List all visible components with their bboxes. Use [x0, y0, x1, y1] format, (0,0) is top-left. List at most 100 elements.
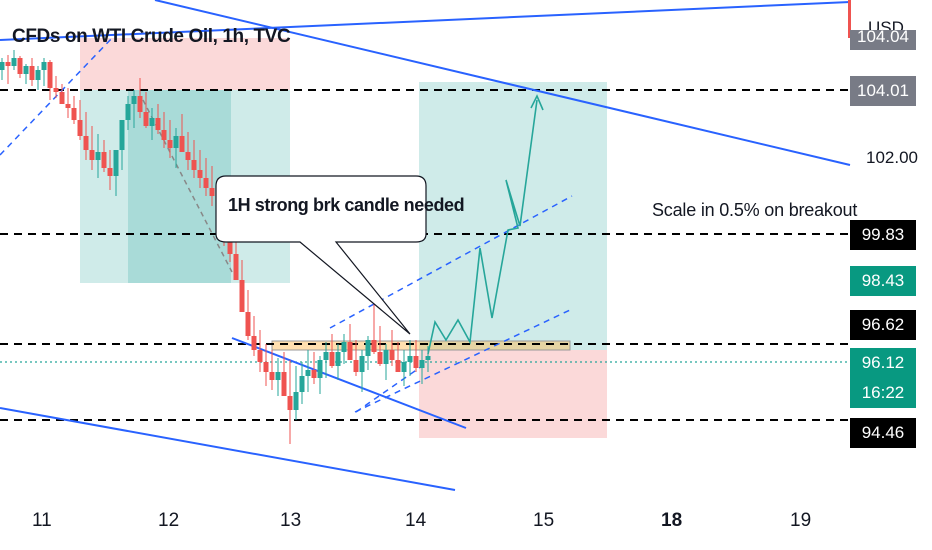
channel-dashed-upper: [329, 195, 573, 329]
breakout-note: Scale in 0.5% on breakout: [652, 200, 858, 220]
projection-path: [427, 99, 538, 355]
candle-body: [29, 66, 35, 80]
candle-body: [227, 236, 233, 254]
candle-body: [353, 360, 359, 372]
candle-body: [287, 396, 293, 410]
candle-body: [125, 104, 131, 120]
date-label-19: 19: [790, 510, 812, 531]
chart-title: CFDs on WTI Crude Oil, 1h, TVC: [12, 26, 291, 47]
candle-body: [161, 130, 167, 140]
price-tag-partial: 104.04: [850, 30, 916, 50]
price-tag-104: 104.01: [850, 76, 916, 106]
candle-body: [323, 352, 329, 360]
price-tag-9662: 96.62: [850, 310, 916, 340]
trendline-upper: [0, 1, 851, 41]
candle-body: [293, 392, 299, 410]
candle-body: [371, 340, 377, 352]
candle-body: [197, 170, 203, 178]
date-label-13: 13: [280, 510, 302, 531]
channel-dashed-lower-2: [354, 309, 571, 413]
candle-body: [407, 356, 413, 362]
candle-body: [185, 152, 191, 160]
long-stop-zone: [419, 350, 607, 438]
channel-dashed-lower-1: [355, 363, 426, 413]
trendline-wedge: [231, 337, 467, 429]
candle-body: [401, 362, 407, 372]
date-label-14: 14: [405, 510, 427, 531]
candle-body: [413, 356, 419, 368]
candle-body: [167, 140, 173, 148]
long-target-zone: [419, 82, 607, 350]
date-label-11: 11: [32, 510, 52, 531]
candle-body: [263, 362, 269, 372]
candle-body: [209, 188, 215, 196]
candle-body: [53, 88, 59, 92]
candle-body: [317, 360, 323, 378]
candle-body: [395, 360, 401, 372]
candle-body: [173, 136, 179, 148]
candle-body: [383, 350, 389, 364]
candle-body: [305, 370, 311, 376]
candle-body: [113, 150, 119, 176]
short-stop-zone: [80, 38, 290, 90]
price-level-102: 102.00: [866, 148, 918, 167]
trendline-lower: [0, 407, 456, 491]
candle-body: [233, 254, 239, 280]
candle-body: [17, 58, 23, 74]
breakout-box: [271, 340, 571, 351]
candle-body: [0, 62, 5, 70]
candle-body: [179, 136, 185, 152]
candle-body: [257, 350, 263, 362]
candle-body: [155, 118, 161, 130]
candle-body: [425, 356, 431, 360]
candle-body: [203, 178, 209, 188]
candle-body: [269, 372, 275, 380]
candle-body: [137, 96, 143, 112]
candle-body: [275, 372, 281, 380]
price-tag-current: 96.12: [850, 348, 916, 378]
price-tag-9446: 94.46: [850, 418, 916, 448]
candle-body: [11, 58, 17, 66]
candle-body: [77, 120, 83, 136]
candle-body: [83, 136, 89, 150]
candle-body: [281, 372, 287, 396]
callout-text: 1H strong brk candle needed: [228, 195, 465, 215]
candle-body: [35, 70, 41, 80]
axis-edge-marker: [848, 0, 851, 38]
candle-body: [335, 352, 341, 366]
candle-body: [119, 120, 125, 150]
trendline-descending: [154, 0, 851, 166]
candle-body: [41, 62, 47, 70]
candle-body: [71, 108, 77, 120]
candle-body: [149, 118, 155, 126]
candle-body: [5, 62, 11, 66]
candle-body: [191, 160, 197, 170]
candle-body: [89, 150, 95, 160]
candle-body: [143, 112, 149, 126]
candle-body: [65, 104, 71, 108]
date-label-12: 12: [158, 510, 180, 531]
candle-body: [347, 342, 353, 360]
candle-body: [23, 66, 29, 74]
candle-body: [365, 340, 371, 356]
candle-body: [389, 350, 395, 360]
candle-body: [419, 360, 425, 368]
date-label-15: 15: [533, 510, 555, 531]
candle-body: [311, 370, 317, 378]
candle-body: [299, 376, 305, 392]
candle-body: [131, 96, 137, 104]
candle-body: [341, 342, 347, 352]
countdown-timer: 16:22: [850, 378, 916, 408]
candle-body: [107, 168, 113, 176]
candle-body: [329, 352, 335, 366]
price-tag-9983: 99.83: [850, 220, 916, 250]
candle-body: [359, 356, 365, 372]
candle-body: [239, 280, 245, 312]
candle-body: [101, 152, 107, 168]
projection-arrow-head: [530, 94, 544, 111]
price-tag-9843: 98.43: [850, 266, 916, 296]
candle-body: [95, 152, 101, 160]
date-label-18: 18: [661, 510, 683, 531]
candle-body: [377, 352, 383, 364]
